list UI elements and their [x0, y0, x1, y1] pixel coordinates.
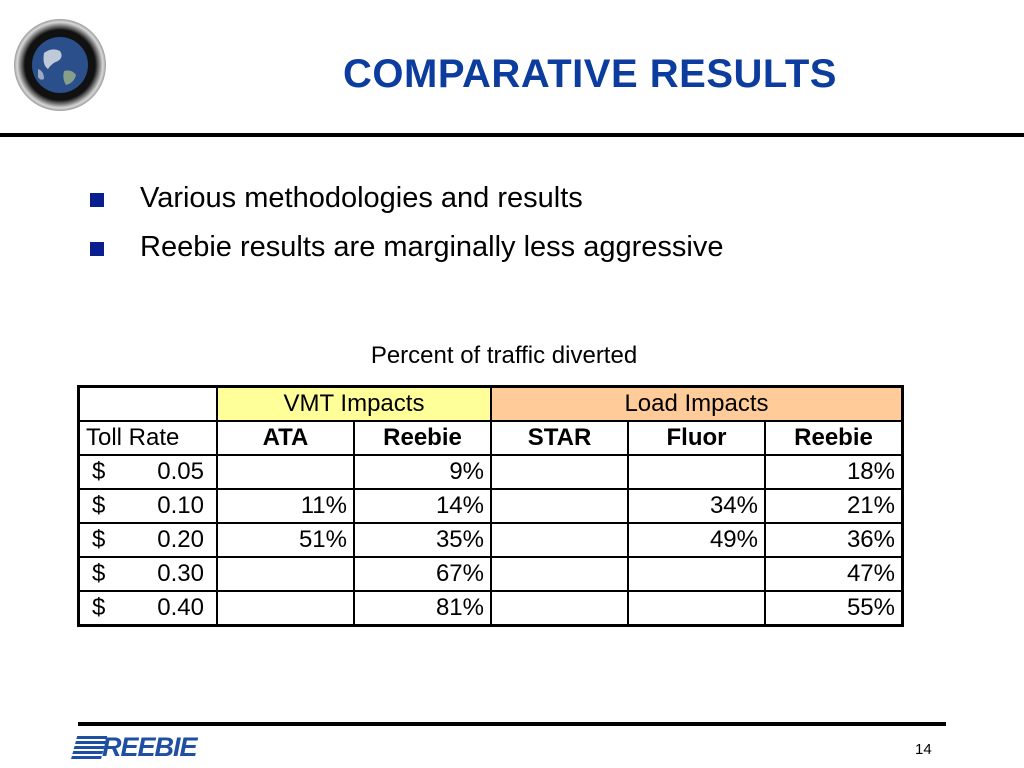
empty-corner-cell	[77, 385, 218, 422]
table-cell: 14%	[353, 488, 492, 524]
table-row: $0.20 51% 35% 49% 36%	[77, 522, 904, 558]
results-table: VMT Impacts Load Impacts Toll Rate ATA R…	[77, 385, 904, 627]
table-cell: 9%	[353, 454, 492, 490]
bullet-item: Various methodologies and results	[88, 178, 723, 227]
column-header: Reebie	[353, 420, 492, 456]
header-divider	[0, 133, 1024, 137]
square-bullet-icon	[90, 242, 104, 256]
toll-rate-cell: $0.40	[77, 590, 218, 627]
table-cell: 81%	[353, 590, 492, 627]
column-header: STAR	[490, 420, 629, 456]
globe-icon	[14, 19, 106, 111]
table-cell: 67%	[353, 556, 492, 592]
column-header: Reebie	[764, 420, 904, 456]
table-cell	[627, 590, 766, 627]
table-column-header-row: Toll Rate ATA Reebie STAR Fluor Reebie	[77, 420, 904, 456]
table-cell	[627, 454, 766, 490]
toll-rate-header: Toll Rate	[77, 420, 218, 456]
bullet-list: Various methodologies and results Reebie…	[88, 178, 723, 276]
page-title: COMPARATIVE RESULTS	[343, 52, 837, 96]
table-row: $0.40 81% 55%	[77, 590, 904, 627]
table-cell: 36%	[764, 522, 904, 558]
table-row: $0.30 67% 47%	[77, 556, 904, 592]
table-cell: 47%	[764, 556, 904, 592]
column-header: ATA	[216, 420, 355, 456]
bullet-text: Various methodologies and results	[140, 182, 583, 214]
toll-rate-cell: $0.10	[77, 488, 218, 524]
table-row: $0.05 9% 18%	[77, 454, 904, 490]
table-cell: 11%	[216, 488, 355, 524]
page-number: 14	[915, 741, 932, 758]
table-group-header-row: VMT Impacts Load Impacts	[77, 385, 904, 422]
table-cell	[216, 556, 355, 592]
toll-rate-cell: $0.05	[77, 454, 218, 490]
table-row: $0.10 11% 14% 34% 21%	[77, 488, 904, 524]
table-cell: 34%	[627, 488, 766, 524]
footer-divider	[78, 722, 946, 726]
table-cell	[490, 590, 629, 627]
load-impacts-header: Load Impacts	[490, 385, 904, 422]
table-cell	[490, 556, 629, 592]
bullet-text: Reebie results are marginally less aggre…	[140, 231, 724, 263]
bullet-item: Reebie results are marginally less aggre…	[88, 227, 723, 276]
table-cell: 35%	[353, 522, 492, 558]
table-cell: 18%	[764, 454, 904, 490]
table-cell	[627, 556, 766, 592]
table-cell: 49%	[627, 522, 766, 558]
square-bullet-icon	[90, 193, 104, 207]
column-header: Fluor	[627, 420, 766, 456]
table-cell	[490, 522, 629, 558]
table-cell: 55%	[764, 590, 904, 627]
table-cell: 51%	[216, 522, 355, 558]
table-cell	[490, 488, 629, 524]
logo-wordmark: REEBIE	[102, 732, 198, 762]
table-cell	[490, 454, 629, 490]
table-cell: 21%	[764, 488, 904, 524]
vmt-impacts-header: VMT Impacts	[216, 385, 492, 422]
table-cell	[216, 454, 355, 490]
toll-rate-cell: $0.30	[77, 556, 218, 592]
table-cell	[216, 590, 355, 627]
toll-rate-cell: $0.20	[77, 522, 218, 558]
table-caption: Percent of traffic diverted	[370, 342, 638, 369]
